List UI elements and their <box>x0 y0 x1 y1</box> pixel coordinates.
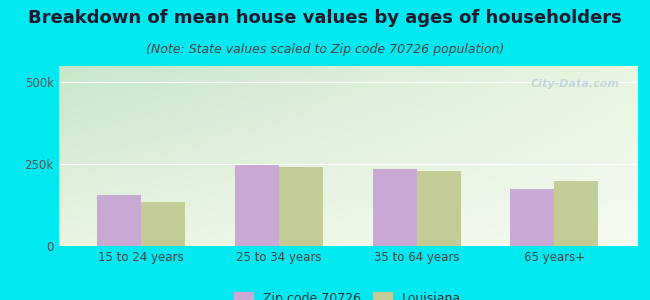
Legend: Zip code 70726, Louisiana: Zip code 70726, Louisiana <box>234 292 462 300</box>
Bar <box>417 171 461 246</box>
Text: Breakdown of mean house values by ages of householders: Breakdown of mean house values by ages o… <box>28 9 622 27</box>
Text: (Note: State values scaled to Zip code 70726 population): (Note: State values scaled to Zip code 7… <box>146 44 504 56</box>
Bar <box>279 167 323 246</box>
Text: City-Data.com: City-Data.com <box>530 79 619 88</box>
Bar <box>141 202 185 246</box>
Bar <box>235 165 279 246</box>
Bar <box>97 195 141 246</box>
Bar <box>554 181 599 246</box>
Bar <box>372 169 417 246</box>
Bar <box>510 189 554 246</box>
